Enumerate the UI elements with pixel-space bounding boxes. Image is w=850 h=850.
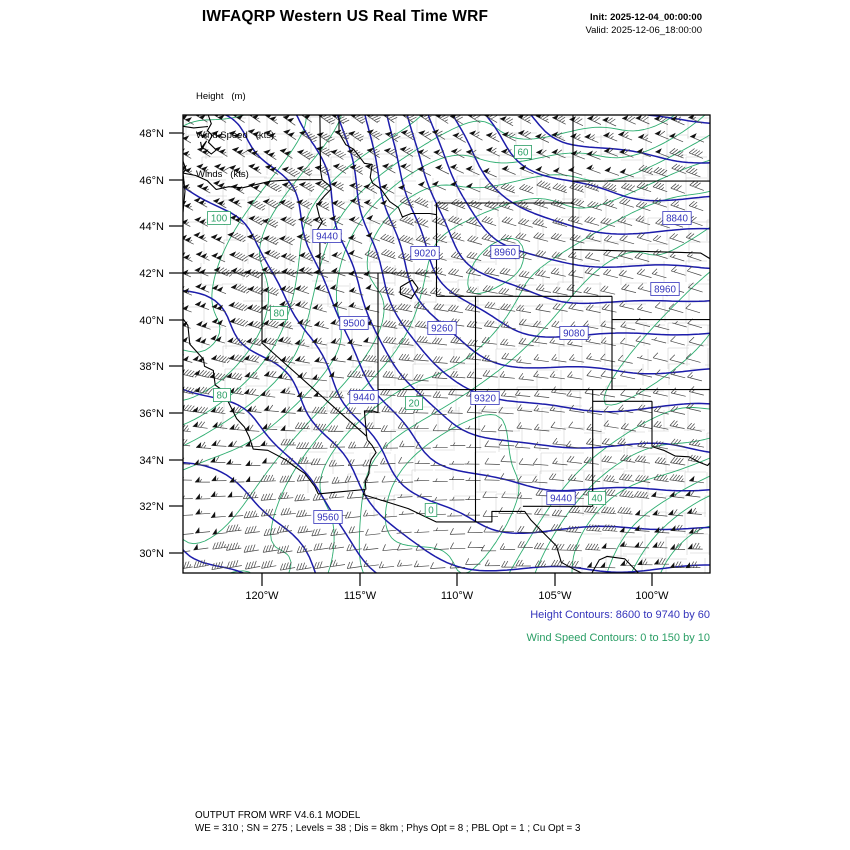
- model-output-footer: OUTPUT FROM WRF V4.6.1 MODEL WE = 310 ; …: [195, 809, 580, 835]
- wind-contour-label-value: 100: [211, 214, 228, 225]
- legend-winds-line: Winds (kts): [196, 169, 249, 180]
- height-contour-label-value: 9560: [317, 513, 339, 524]
- height-contour-label-value: 9320: [474, 394, 496, 405]
- lon-tick-label: 110°W: [441, 590, 474, 602]
- lat-tick-label: 44°N: [139, 221, 164, 233]
- plot-variable-legend: Height (m) Wind Speed (kts) Winds (kts): [196, 64, 274, 207]
- height-contour-label-value: 9440: [550, 494, 572, 505]
- legend-wind-speed-line: Wind Speed (kts): [196, 130, 275, 141]
- lat-tick-label: 32°N: [139, 501, 164, 513]
- wind-contour-label-value: 80: [274, 309, 285, 320]
- lat-tick-label: 34°N: [139, 455, 164, 467]
- lon-tick-label: 100°W: [635, 590, 669, 602]
- height-contour-label-value: 9440: [316, 232, 338, 243]
- footer-config-line: WE = 310 ; SN = 275 ; Levels = 38 ; Dis …: [195, 823, 581, 834]
- height-contour-label-value: 8840: [666, 214, 688, 225]
- lat-tick-label: 38°N: [139, 361, 164, 373]
- lon-tick-label: 105°W: [538, 590, 572, 602]
- height-contour-label-value: 8960: [494, 248, 516, 259]
- wind-contour-label-value: 80: [217, 391, 228, 402]
- wind-contour-label-value: 0: [428, 506, 434, 517]
- lat-tick-label: 48°N: [139, 128, 164, 140]
- footer-model-line: OUTPUT FROM WRF V4.6.1 MODEL: [195, 810, 361, 821]
- height-contour-label-value: 9260: [431, 324, 453, 335]
- page-title: IWFAQRP Western US Real Time WRF: [201, 8, 489, 25]
- wind-contour-caption: Wind Speed Contours: 0 to 150 by 10: [526, 632, 710, 644]
- wind-contour-label: 100 60 80 80 20 40 0: [207, 145, 607, 517]
- wind-contour-label-value: 40: [592, 494, 603, 505]
- height-contour-label-value: 9080: [563, 329, 585, 340]
- map-canvas: 9440 9020 8960 8840 8960 9260 9080 9500 9320 9440…: [183, 115, 710, 573]
- init-valid-block: Init: 2025-12-04_00:00:00 Valid: 2025-12…: [585, 11, 702, 37]
- height-contour-label-value: 9500: [343, 319, 365, 330]
- height-contour-label-value: 9020: [414, 249, 436, 260]
- map-frame: [182, 114, 711, 574]
- lon-tick-label: 115°W: [344, 590, 377, 602]
- lat-tick-label: 30°N: [139, 548, 164, 560]
- height-contour-label-value: 9440: [353, 393, 375, 404]
- lat-tick-label: 42°N: [139, 268, 164, 280]
- wind-contour-label-value: 20: [409, 399, 420, 410]
- lat-tick-label: 40°N: [139, 315, 164, 327]
- lat-tick-label: 36°N: [139, 408, 164, 420]
- height-contour-label-value: 8960: [654, 285, 676, 296]
- init-timestamp: Init: 2025-12-04_00:00:00: [590, 12, 702, 23]
- lat-tick-label: 46°N: [139, 175, 164, 187]
- lon-tick-label: 120°W: [245, 590, 279, 602]
- height-contour-caption: Height Contours: 8600 to 9740 by 60: [530, 609, 710, 621]
- map-axes: 48°N 46°N 44°N 42°N 40°N 38°N 36°N 34°N 32°N 30°N…: [139, 128, 669, 602]
- height-contour-label: 9440 9020 8960 8840 8960 9260 9080 9500 9320 9440…: [312, 211, 692, 524]
- wind-barbs: [183, 115, 705, 571]
- wind-contour-label-value: 60: [518, 148, 529, 159]
- valid-timestamp: Valid: 2025-12-06_18:00:00: [585, 25, 702, 36]
- legend-height-line: Height (m): [196, 91, 246, 102]
